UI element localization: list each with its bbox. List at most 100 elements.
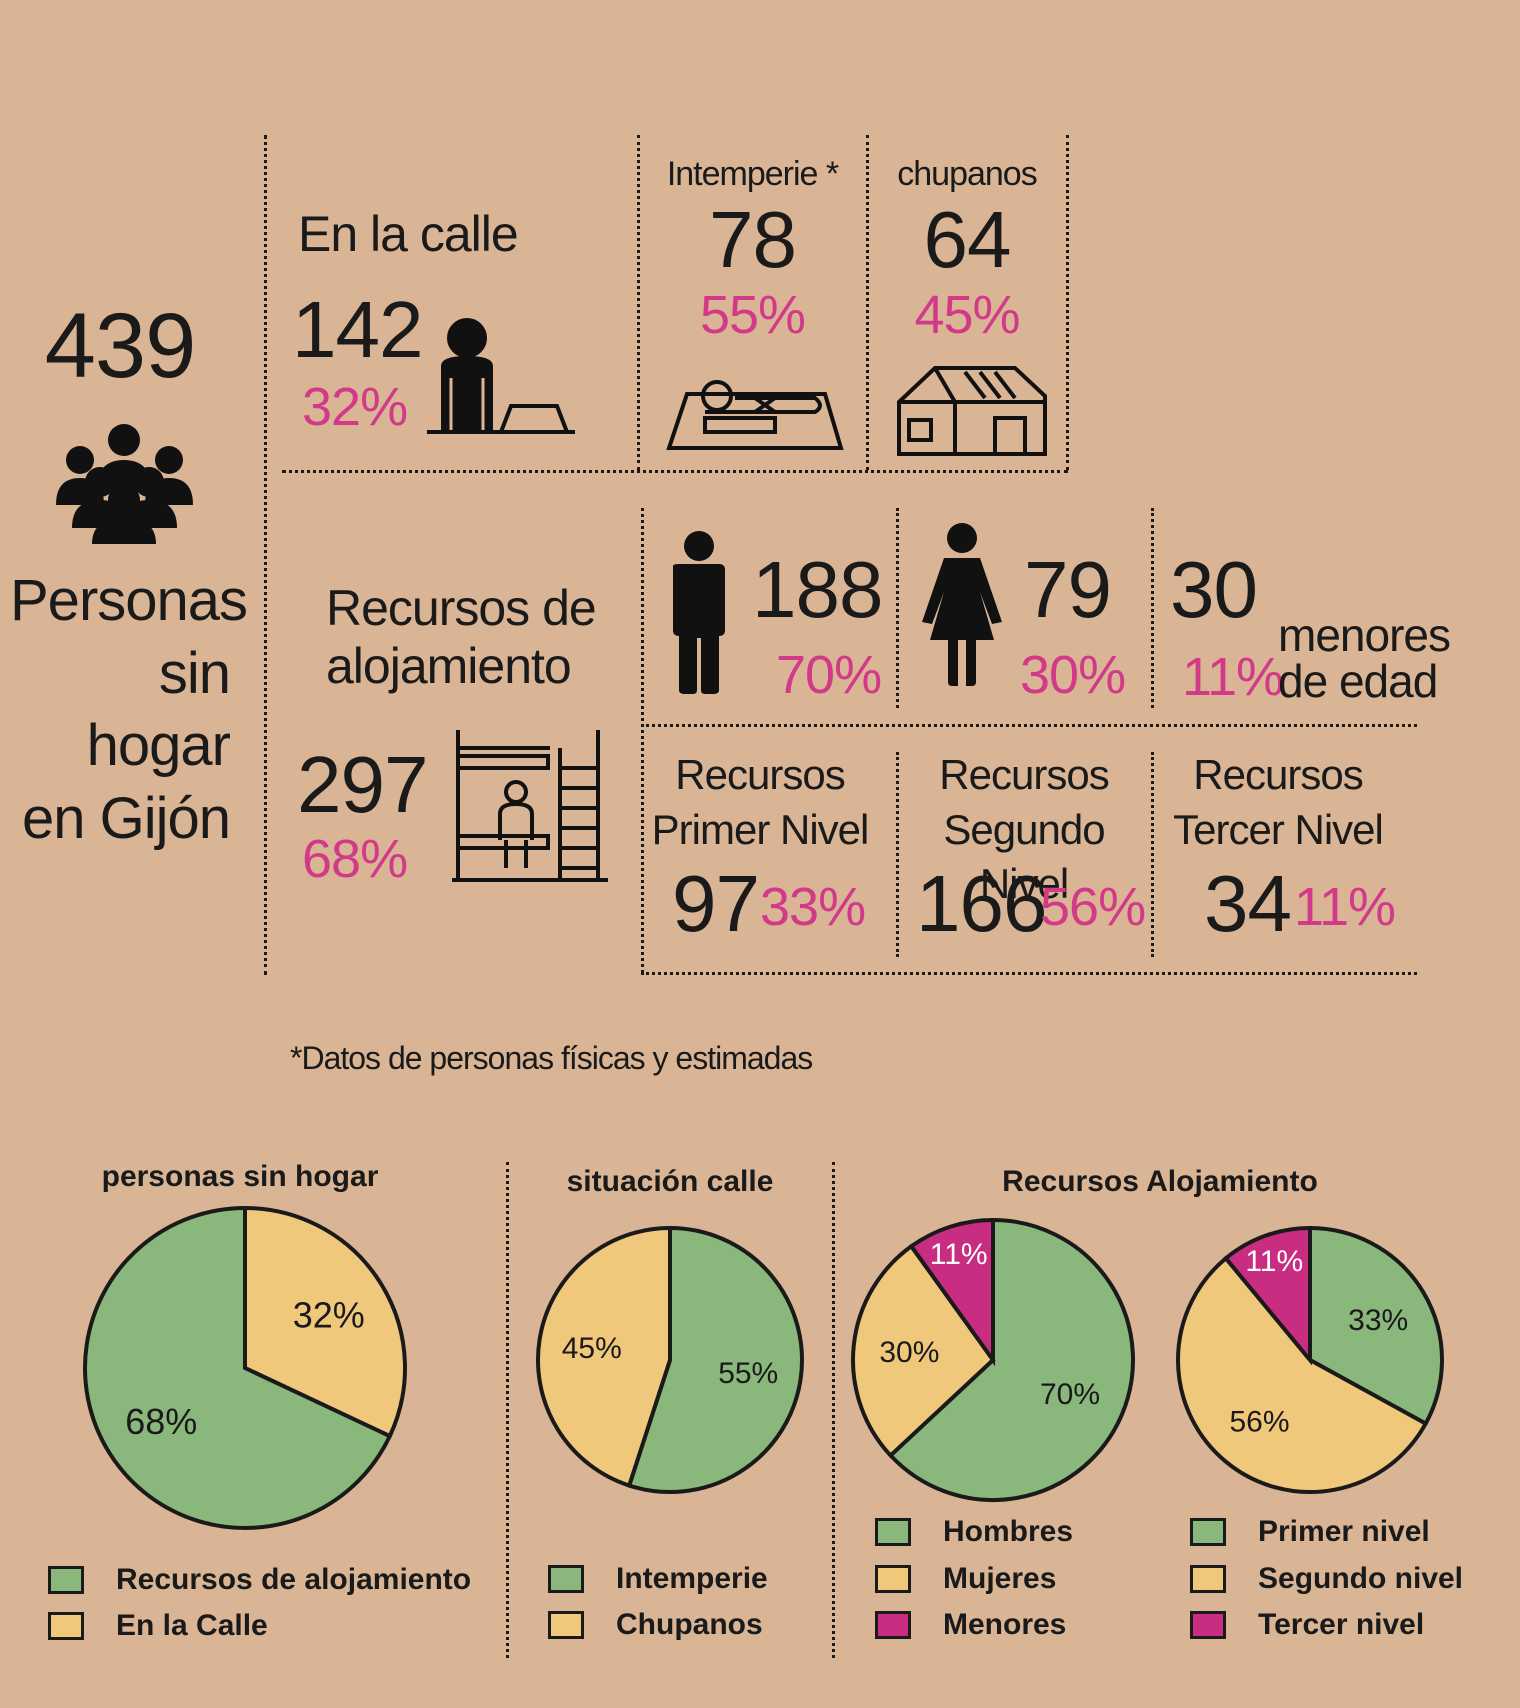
pie3-title: Recursos Alojamiento	[1002, 1165, 1318, 1198]
pie1-legend-item: En la Calle	[48, 1609, 268, 1643]
divider-mujeres-menores	[1151, 508, 1154, 708]
pie4-legend-item: Segundo nivel	[1190, 1562, 1463, 1596]
pie4-legend-swatch	[1190, 1518, 1226, 1546]
divider-intemperie-chupanos	[866, 135, 869, 470]
divider-chupanos-right	[1066, 135, 1069, 470]
pie2-label-chupanos: 45%	[562, 1332, 622, 1365]
pie1-legend-label: Recursos de alojamiento	[116, 1563, 472, 1596]
nivel2-title-line2: Segundo Nivel	[943, 805, 1105, 908]
divider-calle-bottom	[282, 470, 1068, 473]
pie2-title: situación calle	[566, 1165, 774, 1198]
pie2-slice-chupanos	[536, 1225, 672, 1489]
sleeping-person-icon	[666, 380, 844, 450]
pie2-legend-swatch	[548, 1565, 584, 1593]
total-label: Personas sin hogar en Gijón	[10, 565, 248, 855]
pie1-legend-swatch	[48, 1612, 84, 1640]
pie4-slice-primer-nivel	[1308, 1225, 1444, 1427]
pie3-label-menores: 11%	[930, 1238, 988, 1271]
alojamiento-title: Recursos de alojamiento	[326, 580, 597, 695]
pie3-legend-label: Mujeres	[943, 1562, 1057, 1595]
divider-hombres-mujeres	[896, 508, 899, 708]
pie3-legend-item: Hombres	[875, 1515, 1073, 1549]
pie2-legend-swatch	[548, 1611, 584, 1639]
pie3-legend-swatch	[875, 1611, 911, 1639]
divider-nivel1-nivel2	[896, 752, 899, 957]
pie1-legend-item: Recursos de alojamiento	[48, 1563, 471, 1597]
menores-label: menores de edad	[1278, 609, 1451, 707]
divider-calle-intemperie	[637, 135, 640, 470]
people-group-icon	[56, 424, 193, 544]
pie4-label-primer-nivel: 33%	[1348, 1304, 1408, 1337]
nivel3-title-line1: Recursos	[1193, 751, 1363, 798]
pie3-label-mujeres: 30%	[879, 1336, 939, 1369]
menores-value: 30	[1170, 545, 1258, 634]
menores-label-line2: de edad	[1278, 655, 1438, 707]
pie4-label-segundo-nivel: 56%	[1229, 1406, 1289, 1439]
pie2-legend-item: Intemperie	[548, 1562, 768, 1596]
footnote: *Datos de personas físicas y estimadas	[290, 1040, 813, 1076]
nivel3-block: Recursos Tercer Nivel	[1160, 748, 1396, 857]
homeless-sitting-icon	[427, 318, 575, 434]
nivel1-title-line1: Recursos	[675, 751, 845, 798]
total-label-line1: Personas	[10, 568, 248, 633]
hombres-pct: 70%	[776, 645, 882, 705]
pie3-legend-swatch	[875, 1565, 911, 1593]
pie1-label-recursos-de-alojamiento: 68%	[125, 1401, 197, 1442]
nivel2-pct: 56%	[1040, 877, 1146, 937]
pie4-legend-swatch	[1190, 1565, 1226, 1593]
nivel2-value: 166	[916, 859, 1047, 948]
pie2-legend-label: Intemperie	[616, 1562, 768, 1595]
pie1-slice-recursos-de-alojamiento	[83, 1205, 393, 1530]
alojamiento-title-line2: alojamiento	[326, 637, 572, 694]
divider-nivel2-nivel3	[1151, 752, 1154, 957]
pie1-legend-swatch	[48, 1566, 84, 1594]
alojamiento-title-line1: Recursos de	[326, 580, 597, 636]
pie1-legend-label: En la Calle	[116, 1609, 268, 1642]
divider-pie2-pie3	[832, 1162, 835, 1658]
pie3-label-hombres: 70%	[1040, 1378, 1100, 1411]
nivel1-title-line2: Primer Nivel	[651, 805, 870, 853]
menores-label-line1: menores	[1278, 609, 1451, 661]
pie4-slice-tercer-nivel	[1223, 1225, 1312, 1366]
pie2-legend-label: Chupanos	[616, 1608, 763, 1641]
chupanos-block: chupanos 64 45%	[868, 155, 1066, 342]
pie4-label-tercer-nivel: 11%	[1245, 1245, 1303, 1278]
calle-pct: 32%	[302, 377, 408, 437]
hombres-value: 188	[752, 545, 883, 634]
nivel1-pct: 33%	[760, 877, 866, 937]
alojamiento-pct: 68%	[302, 829, 408, 889]
nivel3-title-line2: Tercer Nivel	[1173, 805, 1384, 853]
pie4-legend-item: Tercer nivel	[1190, 1608, 1424, 1642]
nivel1-block: Recursos Primer Nivel	[645, 748, 875, 857]
pie3-legend-label: Hombres	[943, 1515, 1074, 1548]
pie2-label-intemperie: 55%	[718, 1357, 778, 1390]
pie3-legend-item: Menores	[875, 1608, 1066, 1642]
nivel2-block: Recursos Segundo Nivel	[900, 748, 1148, 912]
pie3-slice-menores	[908, 1217, 995, 1367]
pie3-legend-label: Menores	[943, 1608, 1067, 1641]
pie4-legend-label: Primer nivel	[1258, 1515, 1430, 1548]
divider-alojamiento-left	[641, 508, 644, 973]
mujeres-value: 79	[1024, 545, 1112, 634]
chupanos-value: 64	[923, 195, 1012, 285]
pie1-slice-en-la-calle	[243, 1205, 407, 1439]
total-label-line3: en Gijón	[21, 785, 231, 851]
pie4-legend-swatch	[1190, 1611, 1226, 1639]
intemperie-pct: 55%	[699, 285, 806, 346]
total-block: 439	[20, 300, 220, 392]
pie3-legend-item: Mujeres	[875, 1562, 1056, 1596]
pie2-slice-intemperie	[626, 1225, 804, 1494]
pie4-slice-segundo-nivel	[1176, 1255, 1429, 1494]
nivel3-value: 34	[1204, 859, 1292, 948]
pie2-legend-item: Chupanos	[548, 1608, 763, 1642]
chupanos-pct: 45%	[914, 285, 1020, 346]
intemperie-title: Intemperie *	[666, 155, 839, 193]
intemperie-value: 78	[709, 195, 797, 285]
total-value: 439	[44, 295, 197, 397]
chupanos-title: chupanos	[897, 155, 1037, 193]
pie3-legend-swatch	[875, 1518, 911, 1546]
pie4-legend-label: Tercer nivel	[1258, 1608, 1425, 1641]
pie4-legend-label: Segundo nivel	[1258, 1562, 1464, 1595]
divider-gender-bottom	[641, 724, 1417, 727]
